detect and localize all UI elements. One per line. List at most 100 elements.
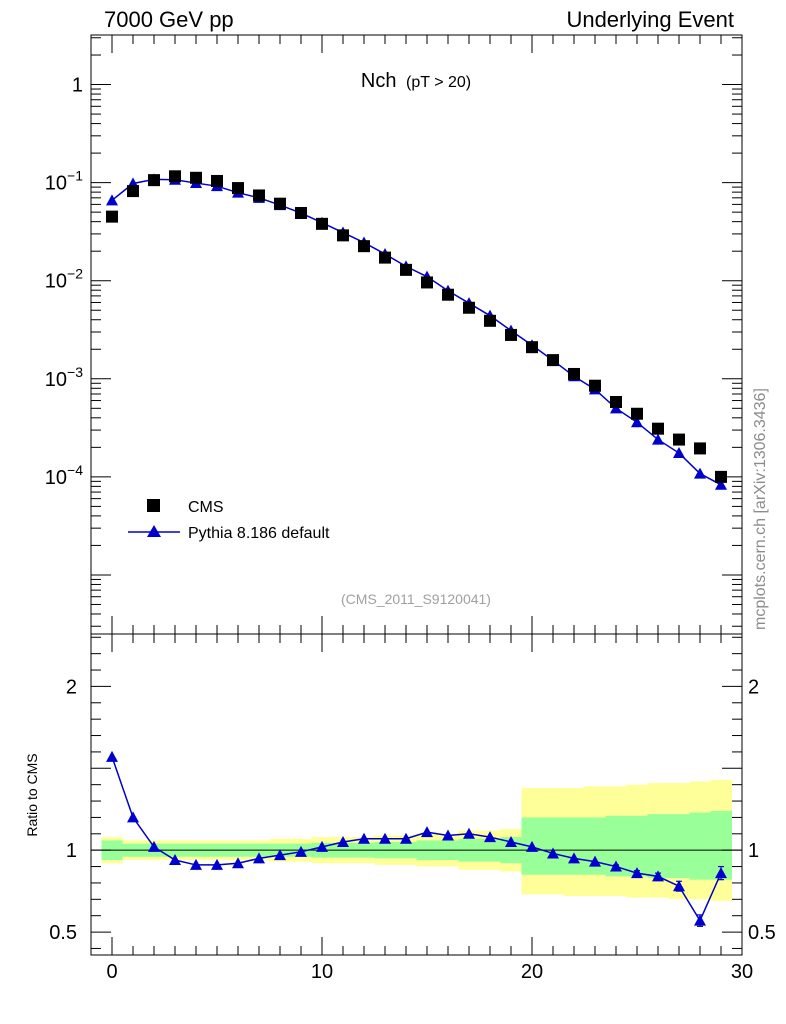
top-axes-group: 1 10−1 10−2 10−3 10−4 bbox=[45, 34, 743, 635]
ratio-marker bbox=[379, 832, 391, 844]
y-tick-label: 10−2 bbox=[45, 266, 83, 293]
ratio-frame bbox=[90, 633, 743, 956]
data-marker bbox=[106, 210, 118, 223]
data-marker bbox=[316, 217, 328, 230]
ratio-marker bbox=[295, 845, 307, 857]
data-marker bbox=[631, 407, 643, 420]
ratio-band-group bbox=[91, 779, 742, 901]
ratio-marker bbox=[589, 855, 601, 867]
ratio-marker bbox=[610, 860, 622, 872]
process-label: Underlying Event bbox=[566, 7, 734, 32]
data-marker bbox=[232, 182, 244, 195]
ratio-marker bbox=[463, 827, 475, 839]
uncertainty-band-inner bbox=[689, 812, 711, 880]
data-marker bbox=[211, 174, 223, 187]
mc-marker bbox=[652, 433, 664, 445]
data-marker bbox=[673, 433, 685, 446]
data-marker bbox=[694, 442, 706, 455]
energy-label: 7000 GeV pp bbox=[104, 7, 234, 32]
y-tick-label: 10−3 bbox=[45, 364, 83, 391]
ratio-marker bbox=[148, 840, 160, 852]
ratio-marker bbox=[484, 831, 496, 843]
ratio-marker bbox=[253, 852, 265, 864]
x-tick-label: 0 bbox=[106, 961, 117, 983]
chart-title: Nch (pT > 20) bbox=[361, 70, 471, 92]
ratio-marker bbox=[694, 914, 706, 926]
data-marker bbox=[484, 314, 496, 327]
ratio-y-tick-label-right: 2 bbox=[748, 676, 759, 698]
data-marker bbox=[421, 276, 433, 289]
legend-marker-mc bbox=[147, 525, 161, 537]
ratio-marker bbox=[316, 840, 328, 852]
data-marker bbox=[358, 240, 370, 253]
analysis-id: (CMS_2011_S9120041) bbox=[341, 591, 491, 607]
uncertainty-band-inner bbox=[563, 817, 585, 875]
top-frame bbox=[90, 34, 743, 635]
data-marker bbox=[589, 379, 601, 392]
ratio-marker bbox=[337, 835, 349, 847]
data-marker bbox=[274, 197, 286, 210]
data-marker bbox=[505, 328, 517, 341]
ratio-axis-label: Ratio to CMS bbox=[24, 753, 40, 836]
uncertainty-band-inner bbox=[626, 815, 648, 877]
ratio-data-group bbox=[106, 750, 727, 927]
data-marker bbox=[253, 189, 265, 202]
y-tick-label: 1 bbox=[72, 75, 83, 97]
data-marker bbox=[400, 263, 412, 276]
ratio-marker bbox=[190, 858, 202, 870]
data-marker bbox=[442, 288, 454, 301]
ratio-y-tick-label: 1 bbox=[66, 840, 77, 862]
mc-marker bbox=[106, 194, 118, 206]
uncertainty-band-inner bbox=[647, 814, 669, 879]
ratio-marker bbox=[547, 847, 559, 859]
data-marker bbox=[526, 341, 538, 354]
data-marker bbox=[652, 422, 664, 435]
ratio-marker bbox=[652, 870, 664, 882]
ratio-marker bbox=[127, 811, 139, 823]
ratio-marker bbox=[400, 832, 412, 844]
ratio-marker bbox=[358, 832, 370, 844]
y-tick-label: 10−4 bbox=[45, 462, 83, 489]
data-marker bbox=[463, 301, 475, 314]
x-tick-label: 10 bbox=[311, 961, 333, 983]
data-marker bbox=[337, 229, 349, 242]
uncertainty-band-inner bbox=[542, 817, 564, 875]
uncertainty-band-inner bbox=[668, 814, 690, 879]
ratio-marker bbox=[715, 867, 727, 879]
ratio-marker bbox=[442, 829, 454, 841]
ratio-y-tick-label: 2 bbox=[66, 676, 77, 698]
data-marker bbox=[127, 185, 139, 198]
ratio-marker bbox=[568, 852, 580, 864]
ratio-marker bbox=[169, 854, 181, 866]
ratio-marker bbox=[673, 880, 685, 892]
data-marker bbox=[610, 395, 622, 408]
ratio-y-tick-label: 0.5 bbox=[49, 922, 77, 944]
data-marker bbox=[169, 170, 181, 183]
ratio-y-tick-label-right: 0.5 bbox=[748, 922, 776, 944]
ratio-y-tick-label-right: 1 bbox=[748, 840, 759, 862]
uncertainty-band-inner bbox=[605, 815, 627, 877]
data-marker bbox=[148, 174, 160, 187]
ratio-marker bbox=[232, 857, 244, 869]
ratio-axes-group: 0 10 20 30 0.5 0.5 1 1 2 2 bbox=[49, 633, 776, 983]
legend-label-mc: Pythia 8.186 default bbox=[188, 525, 330, 542]
top-data-group bbox=[106, 170, 727, 490]
ratio-marker bbox=[106, 750, 118, 762]
ratio-marker bbox=[274, 849, 286, 861]
legend-marker-cms bbox=[147, 499, 160, 512]
data-marker bbox=[379, 251, 391, 264]
data-marker bbox=[715, 470, 727, 483]
data-marker bbox=[547, 354, 559, 367]
ratio-marker bbox=[421, 826, 433, 838]
y-tick-label: 10−1 bbox=[45, 168, 83, 195]
legend: CMS Pythia 8.186 default bbox=[128, 499, 330, 542]
ratio-marker bbox=[505, 835, 517, 847]
mc-marker bbox=[694, 467, 706, 479]
mc-marker bbox=[631, 416, 643, 428]
legend-label-cms: CMS bbox=[188, 499, 224, 516]
mc-marker bbox=[715, 478, 727, 490]
ratio-marker bbox=[631, 867, 643, 879]
data-marker bbox=[295, 207, 307, 220]
data-marker bbox=[568, 367, 580, 380]
